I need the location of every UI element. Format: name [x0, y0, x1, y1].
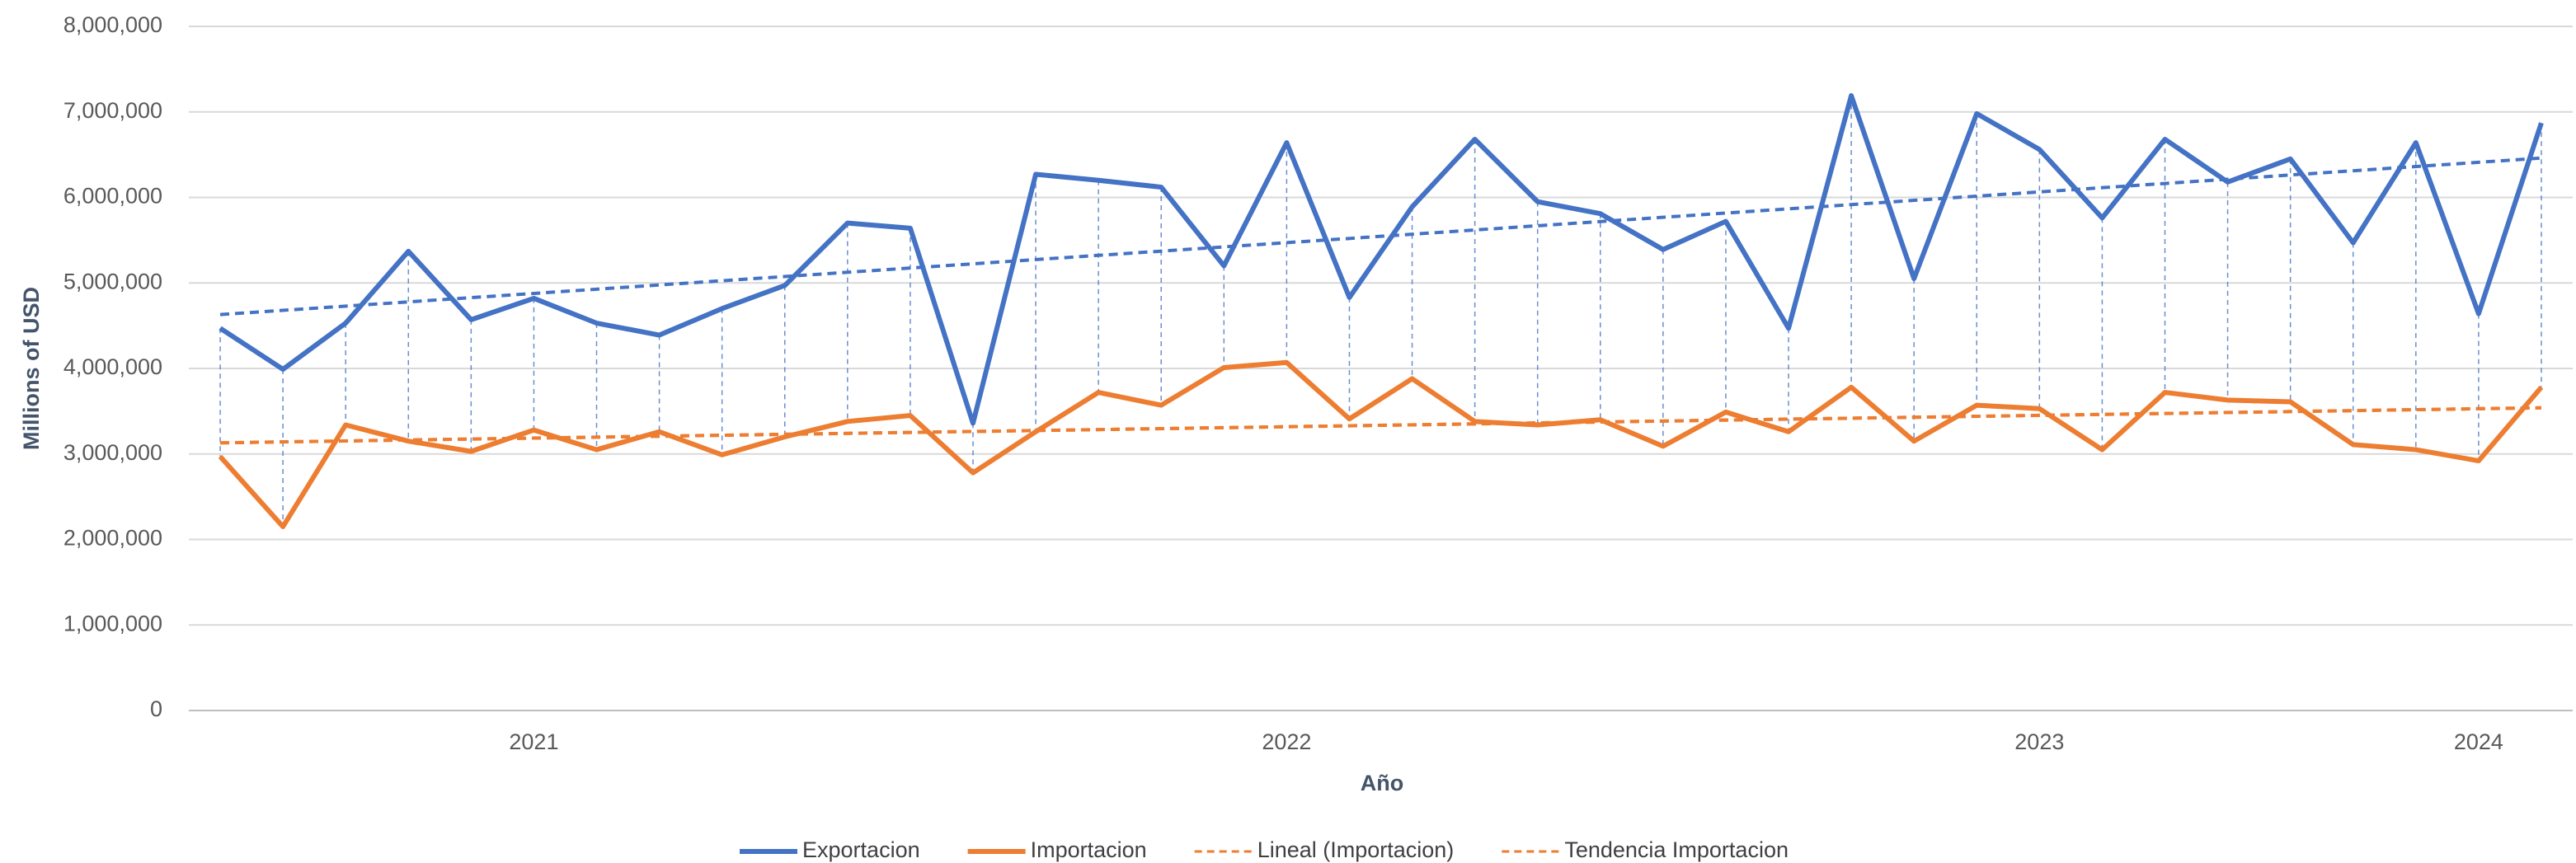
x-axis-label: Año — [1361, 771, 1403, 795]
y-tick-label: 5,000,000 — [63, 269, 162, 293]
y-tick-label: 0 — [150, 696, 162, 721]
legend-label: Tendencia Importacion — [1564, 837, 1789, 862]
y-tick-label: 3,000,000 — [63, 440, 162, 465]
series-line — [218, 359, 2544, 529]
y-tick-label: 4,000,000 — [63, 354, 162, 379]
x-tick-label: 2023 — [2014, 729, 2064, 754]
y-axis-label: Millions of USD — [19, 287, 44, 450]
y-tick-label: 7,000,000 — [63, 98, 162, 123]
x-tick-label: 2021 — [509, 729, 558, 754]
y-tick-label: 8,000,000 — [63, 12, 162, 37]
x-tick-label: 2024 — [2454, 729, 2503, 754]
series-line — [219, 93, 2544, 426]
y-tick-label: 1,000,000 — [63, 611, 162, 636]
trendline — [219, 156, 2542, 317]
legend-label: Exportacion — [802, 837, 920, 862]
trendline — [220, 406, 2541, 445]
legend-label: Importacion — [1031, 837, 1147, 862]
legend-label: Lineal (Importacion) — [1257, 837, 1455, 862]
x-tick-label: 2022 — [1262, 729, 1311, 754]
y-tick-label: 6,000,000 — [63, 184, 162, 209]
y-tick-label: 2,000,000 — [63, 526, 162, 551]
